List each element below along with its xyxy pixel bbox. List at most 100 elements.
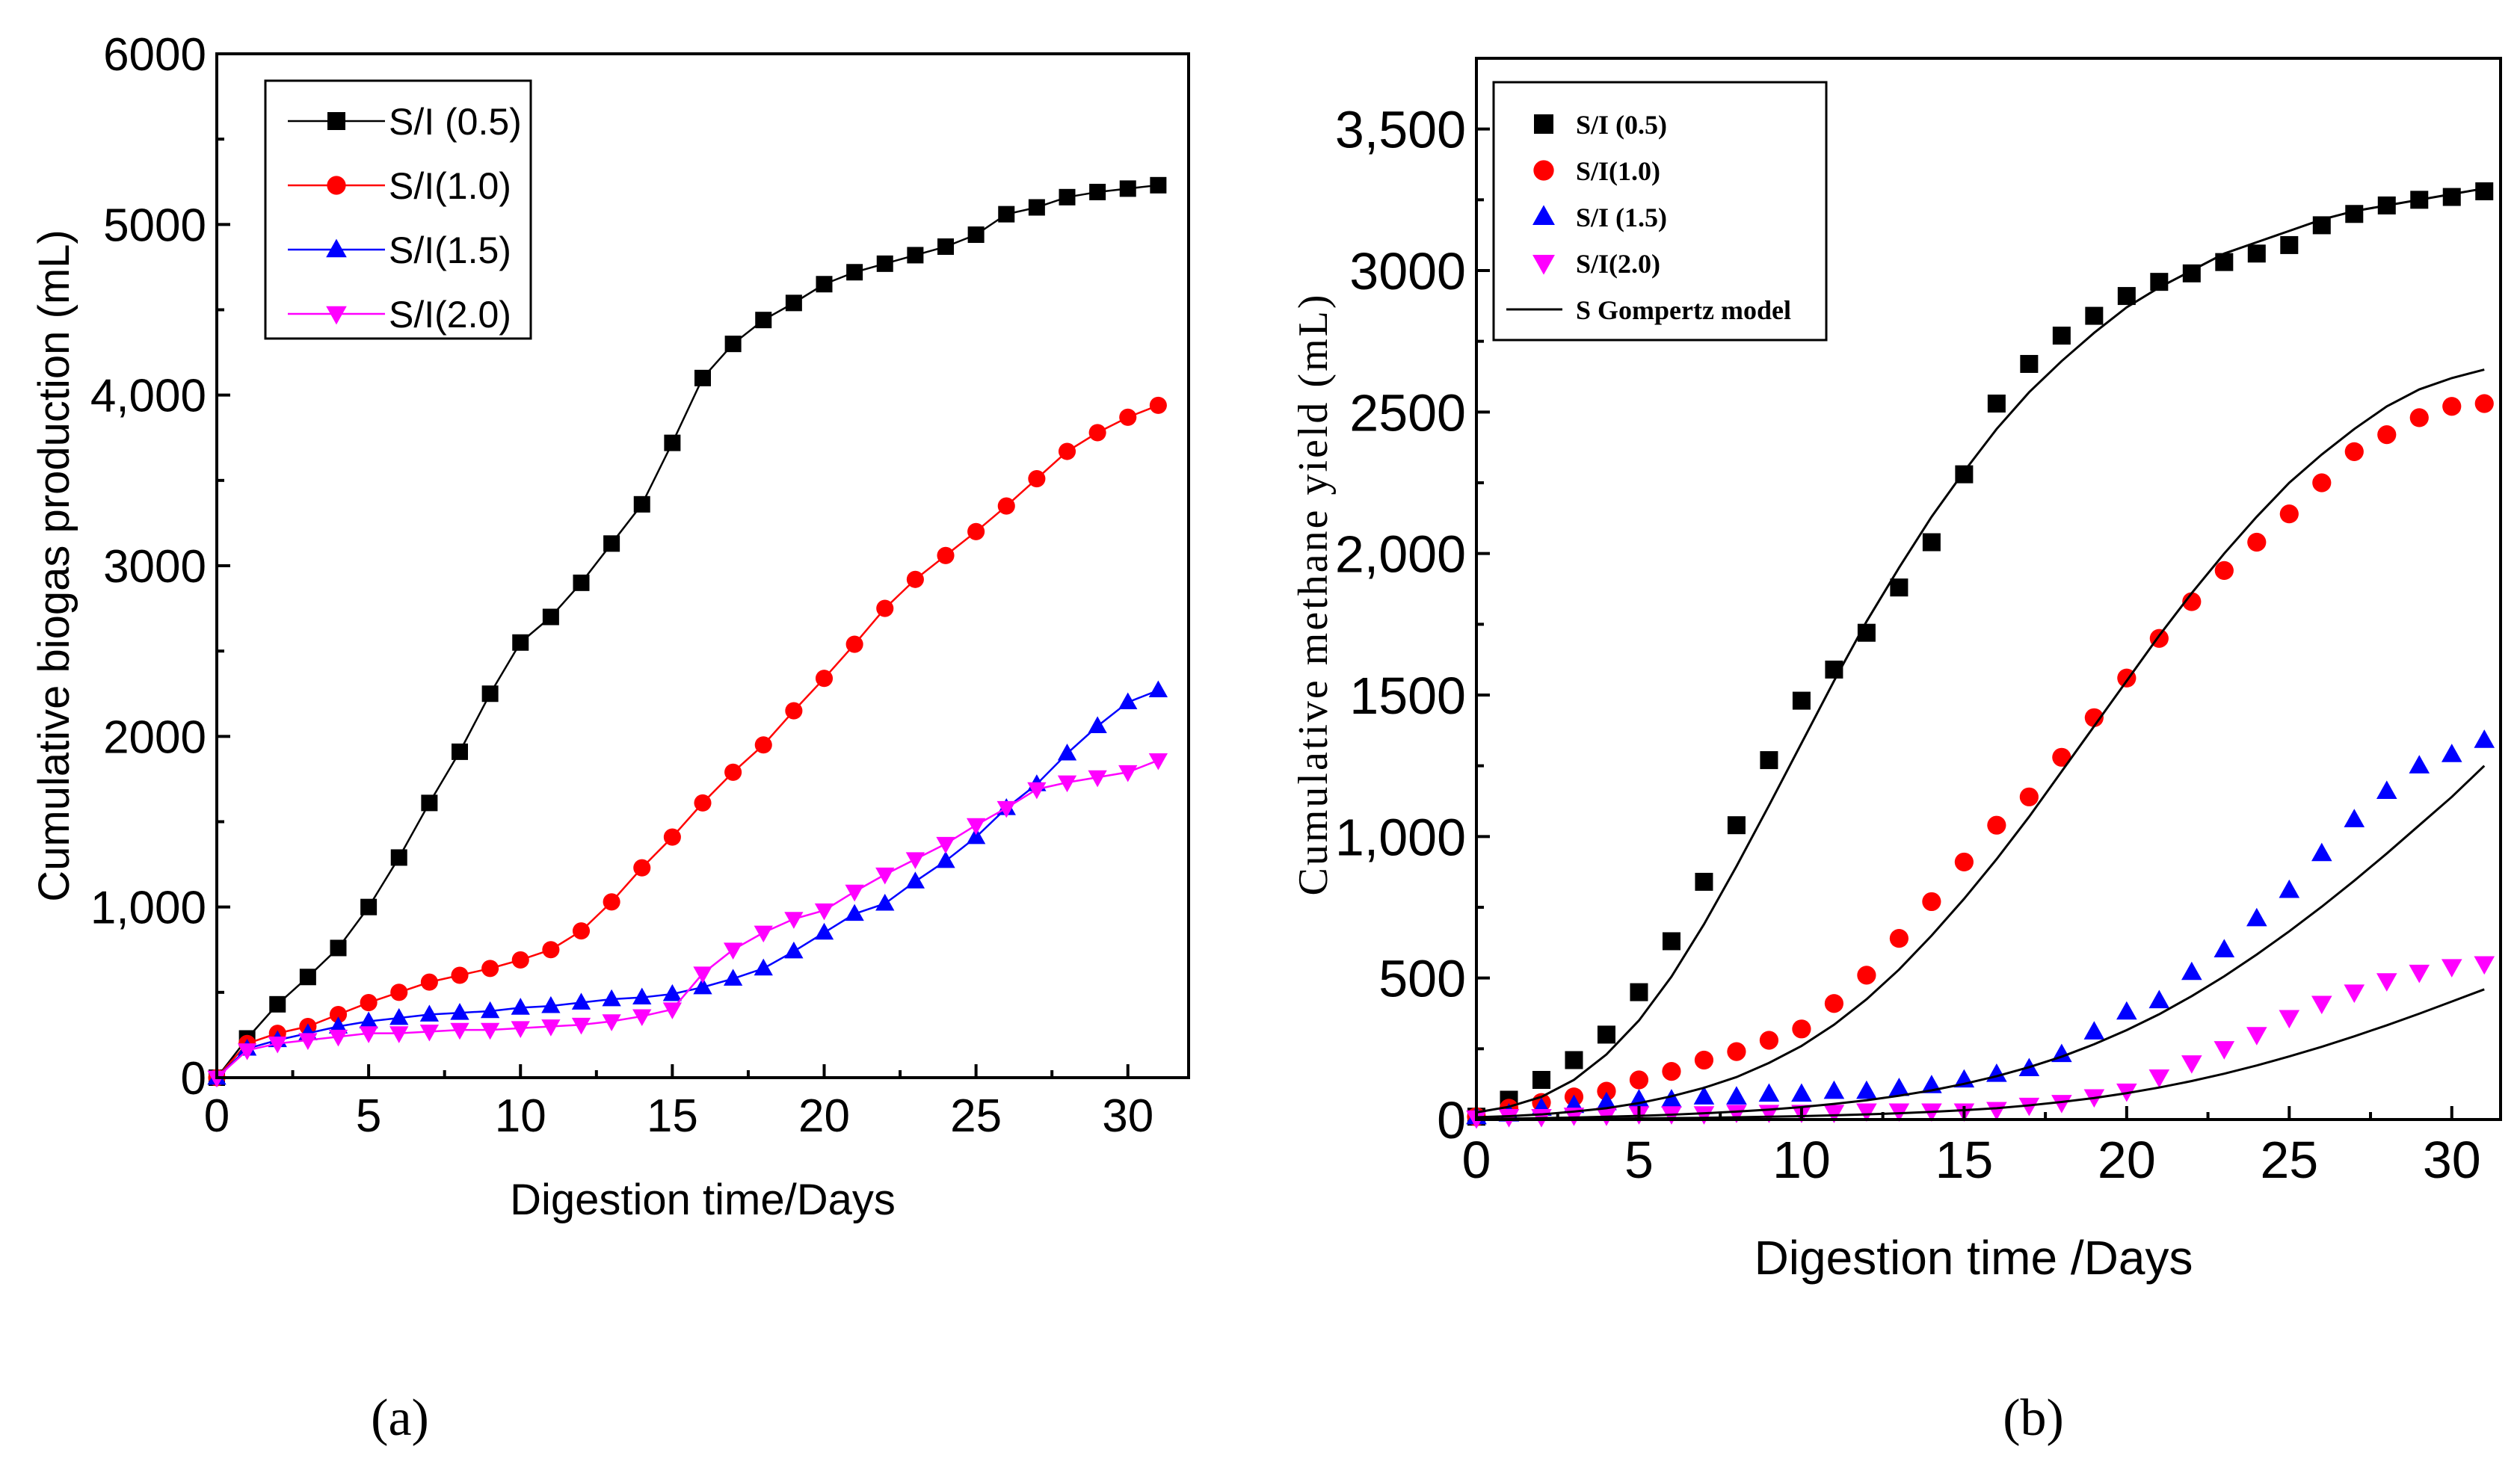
panel-b-point-s-i-2-0 [2214,1041,2235,1060]
panel-a-point-s-i-2-0 [905,852,925,869]
panel-b-point-s-i-1-5 [1823,1080,1845,1099]
panel-b-y-tick-label: 3000 [1349,242,1466,300]
panel-b-point-s-i-1-0 [1857,966,1876,985]
panel-b-point-s-i-1-0 [2182,592,2202,611]
panel-a-point-s-i-2-0 [450,1022,469,1040]
panel-a-point-s-i-1-5 [936,850,955,868]
panel-a-point-s-i-2-0 [511,1021,530,1038]
panel-a-point-s-i-0-5 [452,743,468,760]
panel-a-x-tick-label: 25 [950,1090,1002,1142]
panel-b-point-s-i-0-5 [2475,182,2494,200]
panel-b-point-s-i-1-5 [1758,1083,1780,1102]
panel-b-legend-label-s-i-2-0: S/I(2.0) [1576,249,1660,279]
panel-a-point-s-i-1-0 [876,599,894,617]
panel-b-x-tick-label: 5 [1624,1131,1654,1189]
panel-b-legend-label-s-i-0-5: S/I (0.5) [1576,110,1667,140]
panel-b-point-s-i-2-0 [2409,964,2430,984]
panel-a-y-tick-label: 5000 [103,200,206,251]
panel-b-x-tick-label: 10 [1772,1131,1831,1189]
panel-a-point-s-i-0-5 [1028,199,1045,216]
panel-b-point-s-i-1-0 [2214,561,2234,580]
panel-b-y-tick-label: 2500 [1349,383,1466,442]
panel-b-model-curve-s-i-1-0 [1476,368,2485,1119]
panel-a-legend-marker-s-i-2-0 [326,306,347,325]
panel-b-point-s-i-0-5 [2280,235,2299,254]
panel-b-point-s-i-1-0 [1987,815,2006,835]
panel-a-point-s-i-1-5 [328,1016,348,1034]
panel-b-point-s-i-1-5 [1661,1089,1682,1108]
panel-b-point-s-i-2-0 [1986,1102,2007,1121]
panel-a-point-s-i-1-5 [845,904,864,921]
panel-a-y-tick-label: 6000 [103,29,206,81]
panel-b-point-s-i-1-0 [1727,1042,1746,1061]
panel-a-point-s-i-1-5 [905,871,925,889]
panel-b-legend-marker-s-i-1-0 [1533,160,1554,181]
panel-a-point-s-i-1-0 [542,941,560,959]
panel-a-point-s-i-1-5 [632,987,652,1005]
panel-a-y-tick-label: 1,000 [90,883,206,934]
panel-a-point-s-i-0-5 [573,574,590,591]
panel-a-point-s-i-1-5 [602,989,621,1007]
panel-a-point-s-i-1-5 [389,1007,409,1025]
panel-a-point-s-i-2-0 [237,1043,257,1060]
panel-a-point-s-i-2-0 [996,800,1016,818]
panel-a-legend-label-s-i-1-0: S/I(1.0) [389,165,511,207]
panel-a-point-s-i-2-0 [845,884,864,902]
panel-a-point-s-i-0-5 [633,495,650,513]
panel-a-point-s-i-1-0 [785,702,803,720]
panel-b-legend-label-s-i-1-5: S/I (1.5) [1576,203,1667,232]
panel-a-y-tick-label: 0 [181,1053,206,1105]
panel-b-point-s-i-0-5 [2052,327,2071,345]
panel-b-x-tick-label: 25 [2260,1131,2318,1189]
panel-a-point-s-i-2-0 [1027,782,1047,800]
panel-a-point-s-i-1-0 [420,973,438,991]
panel-a-point-s-i-1-0 [1088,424,1106,442]
panel-a-point-s-i-0-5 [937,238,954,256]
panel-a-point-s-i-2-0 [541,1019,561,1037]
panel-a-point-s-i-0-5 [998,206,1015,223]
panel-b-point-s-i-0-5 [2117,287,2136,306]
panel-b-y-tick-label: 2,000 [1335,525,1466,584]
panel-b-point-s-i-2-0 [2474,956,2495,975]
panel-b-point-s-i-1-0 [1694,1050,1714,1070]
chart-panel-b: 0 5 10 15 20 25 30 0 500 1,000 1500 2,000 2500 3000 3,… [1290,57,2502,1447]
panel-a-point-s-i-1-0 [906,570,924,588]
panel-a-point-s-i-1-5 [1118,692,1138,710]
panel-b-point-s-i-1-0 [2442,397,2462,416]
panel-a-point-s-i-1-5 [875,893,895,911]
panel-a-point-s-i-0-5 [816,276,833,293]
panel-b-point-s-i-1-0 [2344,442,2364,461]
panel-b-y-tick-label: 500 [1378,950,1466,1008]
panel-b-point-s-i-1-5 [2246,907,2267,927]
panel-b-y-tick-label: 3,500 [1335,101,1466,159]
panel-a-point-s-i-2-0 [1148,753,1168,771]
panel-a-point-s-i-1-0 [572,922,591,940]
panel-b-point-s-i-1-0 [2019,787,2039,806]
panel-b-point-s-i-1-5 [2279,879,2300,898]
panel-b-point-s-i-1-0 [1824,994,1844,1013]
panel-a-point-s-i-1-5 [966,827,986,844]
panel-b-point-s-i-0-5 [1695,872,1713,891]
panel-a-legend-box [264,79,532,340]
panel-b-legend-label-s-gompertz-model: S Gompertz model [1576,295,1791,325]
panel-a-point-s-i-1-5 [450,1003,469,1020]
panel-a-label: (a) [371,1389,429,1447]
panel-b-point-s-i-1-0 [2084,708,2104,727]
panel-b-y-tick-label: 1,000 [1335,808,1466,866]
panel-b-point-s-i-2-0 [2148,1069,2170,1088]
panel-a-x-axis-title: Digestion time/Days [510,1176,896,1224]
panel-a-point-s-i-0-5 [694,369,711,386]
panel-a-point-s-i-2-0 [298,1033,318,1050]
panel-a-point-s-i-1-0 [1149,396,1167,414]
panel-b-point-s-i-0-5 [1630,983,1648,1001]
panel-b-point-s-i-2-0 [2441,959,2462,978]
panel-a-point-s-i-0-5 [330,939,347,957]
panel-b-point-s-i-1-0 [2052,747,2071,767]
panel-a-point-s-i-0-5 [1119,180,1136,197]
chart-panel-a: 0 5 10 15 20 25 3001,000200030004,00050006000 … [30,29,1190,1447]
panel-b-point-s-i-0-5 [1532,1070,1550,1089]
panel-b-legend-label-s-i-1-0: S/I(1.0) [1576,156,1660,186]
panel-a-point-s-i-2-0 [754,925,773,943]
panel-b-point-s-i-1-5 [2311,842,2332,862]
panel-b-point-s-i-1-5 [2148,989,2170,1009]
